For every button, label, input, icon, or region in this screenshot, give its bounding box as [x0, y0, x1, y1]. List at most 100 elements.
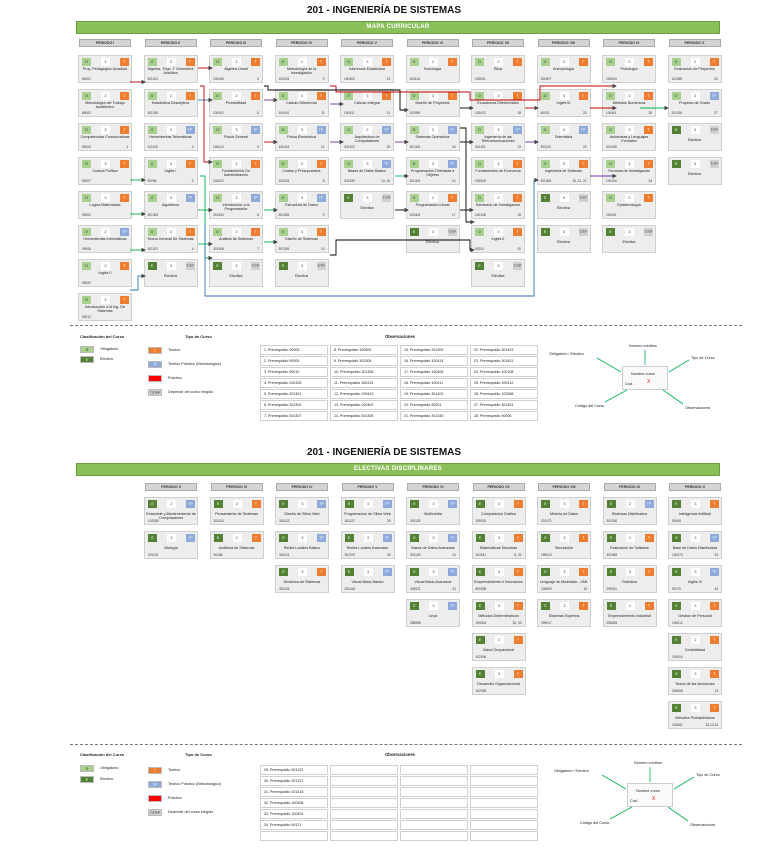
- course-class: O: [278, 194, 288, 202]
- course-type: T: [644, 160, 653, 168]
- course-class: O: [147, 160, 157, 168]
- course-class: E: [672, 602, 681, 610]
- course-card: E 3 T Computación Gráfica 299210: [471, 497, 526, 525]
- diagram-course-box: [627, 783, 673, 807]
- course-type: T: [317, 568, 326, 576]
- observations-title: Observaciones: [384, 334, 416, 339]
- course-name: Auditoría de Sistemas: [218, 546, 255, 550]
- course-card: E 3 T/TP Electiva: [536, 225, 591, 253]
- course-type: T: [579, 534, 588, 542]
- course-credits: 3: [298, 534, 307, 542]
- course-name: Pensamiento de Sistemas: [215, 512, 258, 516]
- course-credits: 3: [560, 500, 569, 508]
- course-card: E 3 TP Visual Basic Avanzado 405021 31: [406, 565, 460, 593]
- course-name: Análisis de Sistemas: [218, 237, 254, 241]
- course-credits: 2: [232, 160, 241, 168]
- course-type: T/TP: [185, 262, 195, 270]
- course-type: T/TP: [578, 228, 588, 236]
- course-name: Estructura de Datos: [285, 203, 318, 207]
- course-name: Sistemas Operativos: [415, 135, 450, 139]
- course-credits: 3: [691, 534, 700, 542]
- course-type: T: [316, 58, 326, 66]
- course-class: O: [409, 194, 419, 202]
- course-card: O 3 T Diseño de Sistemas 301309 10: [274, 225, 329, 253]
- arrow: [330, 239, 475, 256]
- course-type: TP: [185, 194, 195, 202]
- course-code: 100412: [475, 111, 486, 115]
- observation-empty: [470, 787, 538, 797]
- course-credits: 3: [363, 500, 373, 508]
- course-prereq: 16: [451, 145, 456, 149]
- period-header: PERIODO VI: [407, 483, 459, 491]
- observation-item: 34. Prerrequisito 90121: [260, 820, 328, 830]
- course-code: 90006: [82, 247, 91, 251]
- course-name: Inglés I: [164, 169, 177, 173]
- course-code: 301402: [409, 145, 421, 149]
- course-name: Inglés 0: [98, 271, 112, 275]
- course-card: O 2 T Fundamentos De Administración 102022: [209, 157, 263, 185]
- diagram-class-label: Obligatorio / Electivo: [554, 769, 589, 773]
- course-code: 800008: [475, 587, 487, 591]
- course-code: 90170: [672, 587, 681, 591]
- period-header: PERIODO II: [145, 483, 197, 491]
- course-credits: 2: [167, 500, 176, 508]
- observation-empty: [330, 798, 398, 808]
- observation-item: 22. Prerrequisito 301403: [470, 345, 538, 355]
- course-credits: 3: [691, 704, 700, 712]
- course-name: Electiva: [295, 274, 308, 278]
- course-credits: 3: [690, 126, 700, 134]
- legend-teorico: T Teórico: [148, 346, 248, 355]
- observation-empty: [400, 776, 468, 786]
- course-name: Seminario de Investigación: [475, 203, 521, 207]
- observation-empty: [330, 820, 398, 830]
- course-credits: 3: [363, 92, 372, 100]
- page-title-electivas: 201 - INGENIERÍA DE SISTEMAS: [306, 447, 462, 458]
- course-name: Herramientas Telemáticas: [149, 135, 192, 139]
- diagram-credits-label: Número créditos: [629, 344, 657, 348]
- course-credits: 3: [232, 194, 241, 202]
- swatch: O: [80, 765, 94, 772]
- course-card: E 3 TP Redes Locales Básico 301121: [275, 531, 329, 559]
- course-credits: 3: [429, 568, 438, 576]
- course-card: O 2 TP Arquitectura de Computadores 301302 15: [340, 123, 394, 151]
- course-class: E: [606, 568, 616, 576]
- observation-empty: [330, 809, 398, 819]
- course-name: Emprendimiento e Innovación: [474, 580, 523, 584]
- course-class: E: [671, 160, 681, 168]
- course-type: TP: [316, 194, 326, 202]
- course-class: E: [541, 602, 550, 610]
- course-class: O: [147, 194, 157, 202]
- diagram-name-label: Nombre curso: [636, 789, 660, 793]
- course-code: 80001: [82, 77, 91, 81]
- course-type: TP: [251, 194, 260, 202]
- period-header: PERIODO V: [341, 39, 393, 47]
- observation-item: 19. Prerrequisito 301402: [400, 389, 468, 399]
- legend-label: Práctico: [168, 796, 182, 800]
- course-name: Metodología de la Investigación: [286, 67, 317, 76]
- course-code: 301315: [147, 111, 159, 115]
- course-type: T: [579, 602, 588, 610]
- course-name: Biología: [164, 546, 178, 550]
- observation-item: 18. Prerrequisito 100411: [400, 378, 468, 388]
- course-name: Bases de Datos Básico: [347, 169, 387, 173]
- course-code: 102015: [278, 179, 290, 183]
- course-class: O: [213, 92, 222, 100]
- course-credits: 3: [429, 602, 438, 610]
- course-name: Teoría General De Sistemas: [147, 237, 194, 241]
- observation-item: 1. Prerrequisito 90005: [260, 345, 328, 355]
- course-class: E: [278, 262, 288, 270]
- period-header: PERIODO IX: [603, 483, 656, 491]
- course-credits: 3: [625, 568, 635, 576]
- classification-title: Clasificación del Curso: [80, 752, 125, 757]
- course-class: E: [541, 568, 550, 576]
- course-name: Inferencia Estadística: [349, 67, 385, 71]
- course-credits: 3: [429, 500, 438, 508]
- diagram-name-label: Nombre curso: [631, 372, 655, 376]
- period-header: PERIODO IX: [603, 39, 655, 47]
- course-class: O: [82, 126, 91, 134]
- course-name: Álgebra, Trigo. Y Geometría Analítica: [147, 67, 194, 76]
- course-credits: 2: [625, 602, 635, 610]
- course-code: 100403: [344, 77, 355, 81]
- course-code: 90021: [540, 111, 550, 115]
- course-code: 301121: [279, 553, 290, 557]
